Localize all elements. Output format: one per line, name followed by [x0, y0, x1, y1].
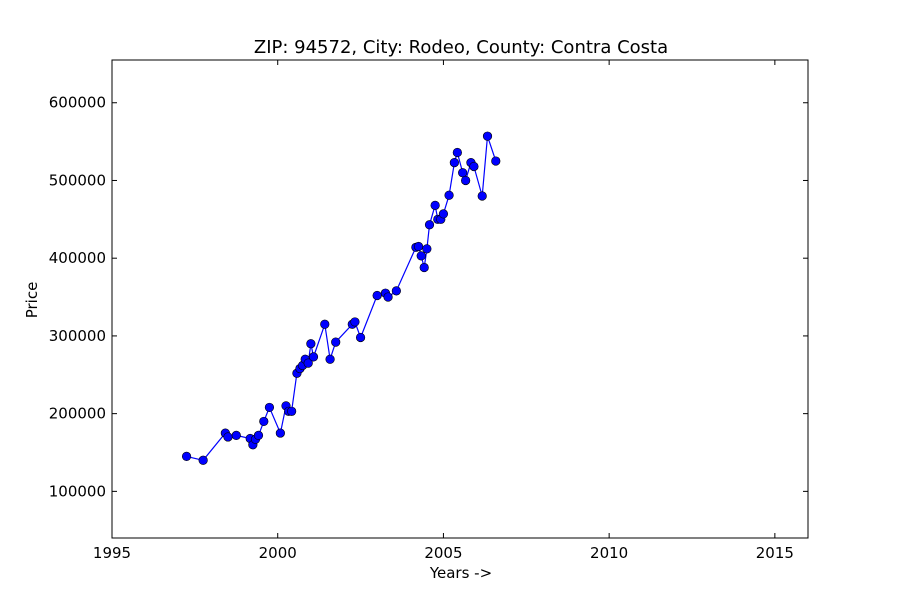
data-point: [419, 262, 429, 273]
data-point: [413, 241, 424, 252]
data-point: [320, 319, 330, 329]
data-point: [372, 290, 382, 301]
data-point: [259, 416, 269, 427]
y-axis-label: Price: [23, 282, 41, 319]
x-tick-label: 2010: [590, 544, 628, 562]
data-point: [424, 220, 435, 230]
data-point: [482, 131, 493, 141]
x-tick-label: 2000: [259, 544, 297, 562]
data-point: [223, 432, 233, 442]
plot-frame: [111, 59, 809, 539]
data-point: [438, 209, 449, 219]
data-point: [430, 200, 440, 210]
x-axis-label: Years ->: [429, 564, 492, 582]
plot-area: 1995 2000 2005 2010 2015 100000 200000 300000 40…: [49, 59, 809, 562]
y-tick-label: 300000: [49, 327, 106, 345]
data-point: [461, 175, 471, 186]
data-point: [383, 292, 393, 302]
data-point: [331, 337, 341, 347]
series-line: [186, 136, 497, 461]
y-tick-label: 100000: [49, 482, 106, 500]
data-point: [253, 430, 264, 441]
data-point: [303, 358, 313, 368]
data-point: [287, 406, 297, 416]
data-point: [306, 339, 316, 349]
y-tick-label: 200000: [49, 405, 106, 423]
data-point: [264, 402, 275, 413]
y-tick-label: 400000: [49, 249, 106, 267]
data-point: [275, 428, 285, 438]
data-point: [458, 168, 468, 178]
data-point: [391, 286, 401, 296]
data-point: [350, 317, 360, 327]
x-tick-label: 2005: [424, 544, 462, 562]
data-point: [422, 244, 432, 254]
y-tick-label: 500000: [49, 171, 106, 189]
data-point: [452, 147, 462, 158]
data-point: [469, 161, 479, 172]
data-point: [444, 190, 454, 200]
data-point: [308, 352, 319, 362]
data-point: [477, 191, 487, 201]
y-tick-label: 600000: [49, 94, 106, 112]
data-point: [198, 455, 208, 465]
data-point: [449, 157, 459, 168]
x-tick-label: 1995: [93, 544, 131, 562]
chart-title: ZIP: 94572, City: Rodeo, County: Contra …: [254, 37, 668, 58]
data-point: [355, 332, 366, 343]
data-point: [416, 251, 426, 261]
x-tick-label: 2015: [756, 544, 794, 562]
data-point: [181, 451, 192, 461]
data-point: [491, 156, 501, 166]
data-point: [231, 430, 241, 441]
data-point: [325, 354, 335, 364]
